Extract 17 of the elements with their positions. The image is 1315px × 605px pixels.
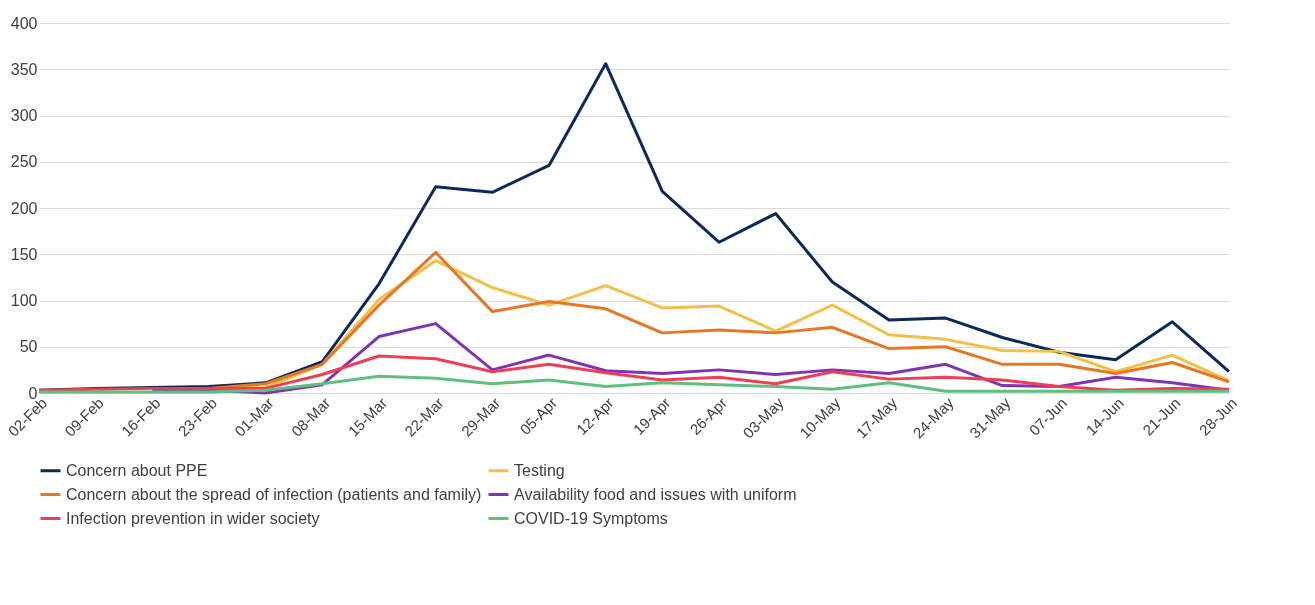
y-tick-label: 300 — [10, 107, 38, 124]
legend-label: Testing — [514, 461, 565, 479]
y-tick-label: 150 — [10, 245, 38, 263]
line-series — [37, 354, 1231, 392]
legend-label: Availability food and issues with uniform — [514, 485, 797, 503]
y-tick-label: 400 — [10, 14, 38, 32]
legend-label: COVID-19 Symptoms — [514, 509, 668, 527]
line-series — [37, 374, 1231, 394]
y-tick-label: 50 — [19, 338, 38, 356]
legend-label: Concern about the spread of infection (patients and family) — [66, 485, 482, 503]
y-tick-label: 250 — [10, 153, 38, 171]
y-tick-label: 0 — [28, 384, 38, 402]
y-tick-label: 200 — [10, 199, 38, 217]
legend-label: Infection prevention in wider society — [66, 509, 320, 527]
legend-label: Concern about PPE — [66, 461, 208, 479]
y-tick-label: 350 — [10, 60, 38, 78]
y-tick-label: 100 — [10, 292, 38, 309]
